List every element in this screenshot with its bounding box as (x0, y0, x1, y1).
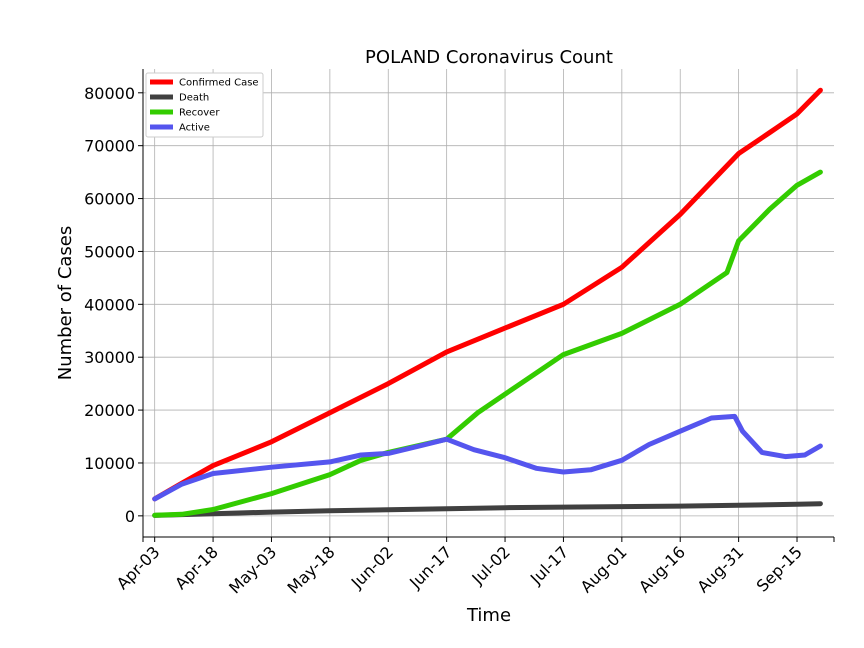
y-tick-label: 30000 (84, 348, 135, 367)
y-tick-label: 80000 (84, 84, 135, 103)
legend-label: Confirmed Case (179, 78, 259, 89)
x-tick-label: Aug-31 (693, 542, 747, 596)
legend-label: Recover (179, 108, 220, 119)
series-group (152, 87, 823, 518)
legend: Confirmed Case Death Recover Active (145, 72, 264, 138)
x-tick-label: May-03 (225, 542, 280, 597)
y-tick-label: 60000 (84, 190, 135, 209)
chart-title: POLAND Coronavirus Count (365, 47, 613, 68)
y-tick-label: 40000 (84, 295, 135, 314)
y-ticks: 0 10000 20000 30000 40000 50000 60000 70000 8000… (84, 84, 143, 526)
y-axis-title: Number of Cases (55, 226, 76, 381)
series-line-confirmed-case (152, 87, 823, 502)
legend-label: Death (179, 93, 209, 104)
series-line-active (152, 413, 823, 502)
x-tick-label: May-18 (284, 542, 339, 597)
x-tick-label: Jul-17 (526, 542, 572, 588)
series-line-death (152, 501, 823, 518)
legend-label: Active (179, 123, 210, 134)
y-tick-label: 10000 (84, 454, 135, 473)
x-tick-label: Apr-03 (113, 542, 164, 593)
y-tick-label: 0 (125, 507, 135, 526)
axes (142, 69, 834, 538)
x-tick-label: Apr-18 (171, 542, 222, 593)
x-tick-label: Jul-02 (468, 542, 514, 588)
x-tick-label: Sep-15 (753, 542, 806, 595)
y-tick-label: 70000 (84, 137, 135, 156)
x-tick-label: Aug-01 (577, 542, 631, 596)
series-line-recover (152, 169, 823, 518)
x-ticks: Apr-03 Apr-18 May-03 May-18 Jun-02 Jun-17 Jul-… (113, 537, 835, 598)
y-tick-label: 20000 (84, 401, 135, 420)
x-tick-label: Aug-16 (635, 542, 689, 596)
x-tick-label: Jun-17 (405, 542, 455, 592)
y-tick-label: 50000 (84, 242, 135, 261)
grid (143, 69, 834, 537)
legend-frame (145, 72, 264, 138)
x-tick-label: Jun-02 (347, 542, 397, 592)
x-axis-title: Time (466, 605, 511, 626)
